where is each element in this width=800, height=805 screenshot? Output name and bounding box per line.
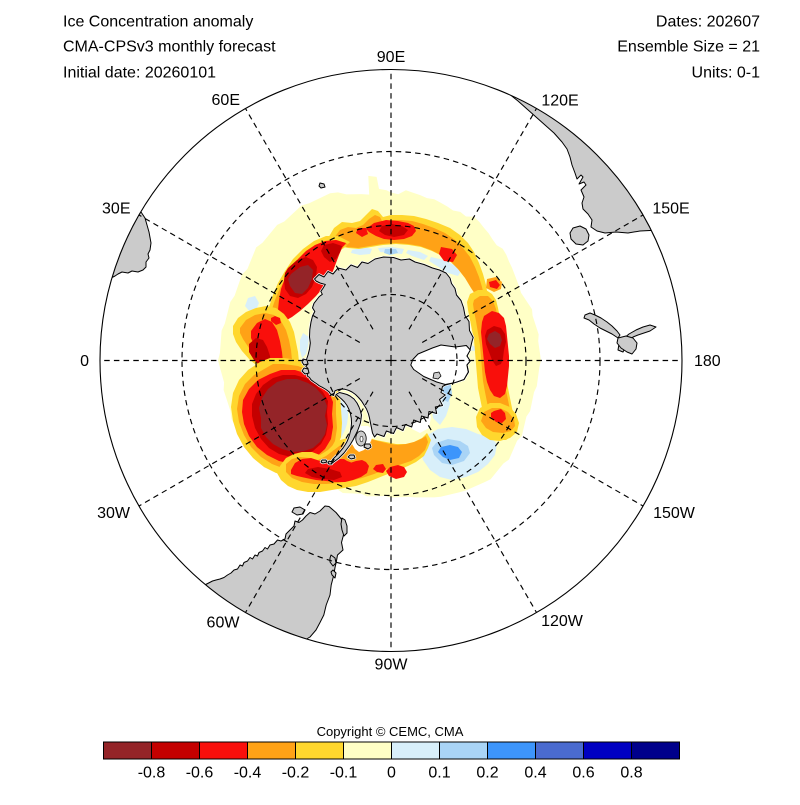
svg-text:60W: 60W [207,615,241,632]
svg-text:120E: 120E [541,93,578,110]
svg-text:Units: 0-1: Units: 0-1 [692,65,761,82]
svg-text:-0.6: -0.6 [186,765,214,782]
svg-text:0: 0 [80,353,89,370]
svg-text:Dates: 202607: Dates: 202607 [656,14,760,31]
svg-text:Initial date: 20260101: Initial date: 20260101 [63,65,216,82]
svg-text:Copyright © CEMC, CMA: Copyright © CEMC, CMA [317,724,464,739]
svg-text:30W: 30W [97,505,131,522]
svg-text:60E: 60E [212,92,240,109]
svg-text:120W: 120W [541,613,584,630]
svg-text:Ensemble Size = 21: Ensemble Size = 21 [617,39,760,56]
svg-text:-0.2: -0.2 [282,765,310,782]
svg-text:0: 0 [387,765,396,782]
svg-text:Ice Concentration anomaly: Ice Concentration anomaly [63,14,253,31]
svg-text:150W: 150W [653,505,696,522]
svg-text:0.6: 0.6 [572,765,594,782]
svg-text:30E: 30E [102,201,130,218]
svg-text:0.2: 0.2 [476,765,498,782]
svg-text:-0.4: -0.4 [234,765,262,782]
svg-text:150E: 150E [652,201,689,218]
svg-text:0.1: 0.1 [428,765,450,782]
svg-text:-0.8: -0.8 [138,765,166,782]
svg-text:0.8: 0.8 [620,765,642,782]
svg-text:90W: 90W [375,657,409,674]
svg-text:CMA-CPSv3 monthly forecast: CMA-CPSv3 monthly forecast [63,39,276,56]
svg-text:90E: 90E [377,49,405,66]
svg-text:180: 180 [694,353,721,370]
svg-text:-0.1: -0.1 [330,765,358,782]
svg-text:0.4: 0.4 [524,765,546,782]
